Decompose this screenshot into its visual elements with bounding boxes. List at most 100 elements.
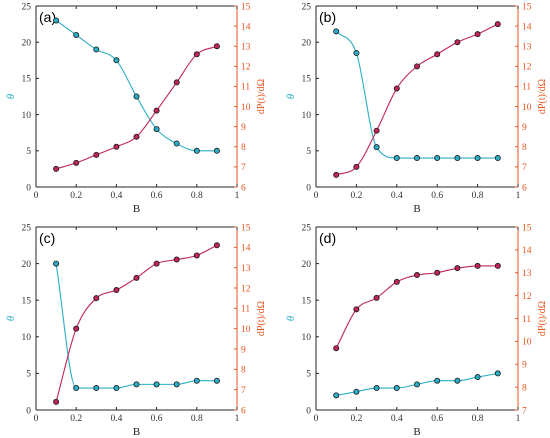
data-point-theta <box>213 377 220 384</box>
data-point-dpdomega <box>333 171 340 178</box>
y-tick-label-right: 7 <box>522 406 527 416</box>
panel-label: (b) <box>319 9 336 25</box>
y-tick-label-right: 10 <box>522 338 532 348</box>
y-tick-label-right: 7 <box>241 163 246 173</box>
data-point-dpdomega <box>53 398 60 405</box>
x-tick-label: 0.2 <box>70 414 82 424</box>
data-point-dpdomega <box>413 272 420 279</box>
data-point-theta <box>73 31 80 38</box>
y-tick-label-left: 5 <box>26 147 31 157</box>
data-point-dpdomega <box>93 151 100 158</box>
x-tick-label: 0.8 <box>191 414 203 424</box>
x-tick-label: 0.4 <box>110 414 122 424</box>
y-tick-label-left: 10 <box>302 111 312 121</box>
y-axis-label-right: dP(t)/dΩ <box>256 79 267 114</box>
series-line-dpdomega <box>335 265 498 349</box>
data-point-theta <box>353 50 360 57</box>
data-point-dpdomega <box>173 256 180 263</box>
x-tick-label: 0.4 <box>110 191 122 201</box>
data-point-theta <box>93 46 100 53</box>
data-point-theta <box>373 144 380 151</box>
data-point-theta <box>413 155 420 162</box>
x-axis-label: B <box>413 203 420 215</box>
panel-label: (c) <box>39 230 55 246</box>
data-point-theta <box>133 381 140 388</box>
y-tick-label-right: 9 <box>522 361 527 371</box>
y-tick-label-left: 0 <box>306 406 311 416</box>
y-tick-label-right: 9 <box>241 345 246 355</box>
data-point-theta <box>113 385 120 392</box>
y-tick-label-left: 25 <box>22 2 32 12</box>
data-point-theta <box>494 370 501 377</box>
y-tick-label-right: 12 <box>522 63 532 73</box>
y-tick-label-right: 6 <box>241 406 246 416</box>
x-tick-label: 0.4 <box>391 414 403 424</box>
y-axis-label-right: dP(t)/dΩ <box>537 301 548 336</box>
data-point-theta <box>454 377 461 384</box>
data-point-theta <box>373 385 380 392</box>
y-tick-label-right: 15 <box>522 2 532 12</box>
chart-panel-1: 0 0.2 0.4 0.6 0.8 105101520256789101112131415… <box>5 2 267 215</box>
y-tick-label-right: 9 <box>522 123 527 133</box>
series-line-theta <box>55 20 217 152</box>
series-line-theta <box>335 30 498 159</box>
x-tick-label: 0.8 <box>472 191 484 201</box>
data-point-theta <box>173 140 180 147</box>
x-tick-label: 0.2 <box>350 414 362 424</box>
y-tick-label-left: 25 <box>22 223 32 233</box>
y-tick-label-right: 11 <box>241 305 250 315</box>
data-point-theta <box>333 392 340 399</box>
x-tick-label: 0.4 <box>391 191 403 201</box>
x-axis-label: B <box>133 203 140 215</box>
x-tick-label: 0 <box>314 191 319 201</box>
y-tick-label-right: 12 <box>241 63 251 73</box>
x-tick-label: 0 <box>314 414 319 424</box>
data-point-theta <box>474 374 481 381</box>
y-tick-label-left: 15 <box>22 297 32 307</box>
y-tick-label-right: 7 <box>522 163 527 173</box>
data-point-dpdomega <box>434 51 441 58</box>
x-tick-label: 0.6 <box>431 191 443 201</box>
y-tick-label-left: 5 <box>26 370 31 380</box>
data-point-dpdomega <box>454 265 461 272</box>
data-point-dpdomega <box>113 143 120 150</box>
data-point-theta <box>454 155 461 162</box>
y-tick-label-right: 7 <box>241 386 246 396</box>
y-tick-label-left: 5 <box>306 147 311 157</box>
data-point-dpdomega <box>333 345 340 352</box>
y-tick-label-right: 11 <box>522 315 531 325</box>
y-axis-label-left: θ <box>5 315 17 321</box>
data-point-theta <box>93 385 100 392</box>
data-point-theta <box>153 126 160 133</box>
y-tick-label-left: 0 <box>26 183 31 193</box>
y-tick-label-right: 8 <box>241 143 246 153</box>
data-point-theta <box>53 17 60 24</box>
y-axis-label-left: θ <box>5 93 17 99</box>
data-point-theta <box>193 377 200 384</box>
y-tick-label-right: 13 <box>241 43 251 53</box>
series-line-theta <box>55 263 217 389</box>
y-tick-label-right: 14 <box>522 22 532 32</box>
data-point-dpdomega <box>373 127 380 134</box>
y-tick-label-left: 10 <box>22 333 32 343</box>
y-tick-label-right: 10 <box>241 103 251 113</box>
y-tick-label-right: 11 <box>241 83 250 93</box>
data-point-theta <box>434 155 441 162</box>
y-tick-label-right: 13 <box>241 264 251 274</box>
x-tick-label: 0.2 <box>70 191 82 201</box>
x-tick-label: 0.6 <box>151 414 163 424</box>
y-tick-label-left: 25 <box>302 2 312 12</box>
x-tick-label: 0.6 <box>431 414 443 424</box>
x-tick-label: 0.6 <box>151 191 163 201</box>
data-point-dpdomega <box>413 63 420 70</box>
y-tick-label-right: 15 <box>241 223 251 233</box>
data-point-theta <box>153 381 160 388</box>
series-line-dpdomega <box>335 23 499 176</box>
data-point-dpdomega <box>353 306 360 313</box>
x-tick-label: 1 <box>235 191 240 201</box>
data-point-theta <box>393 385 400 392</box>
y-tick-label-left: 20 <box>302 260 312 270</box>
x-tick-label: 0 <box>34 191 39 201</box>
y-tick-label-right: 13 <box>522 269 532 279</box>
x-tick-label: 1 <box>235 414 240 424</box>
